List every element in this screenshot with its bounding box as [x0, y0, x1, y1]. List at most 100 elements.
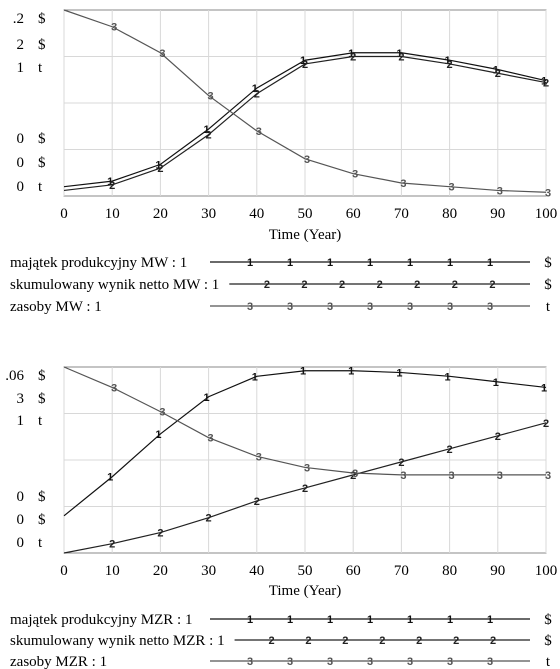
legend-label: skumulowany wynik netto MZR : 1 [10, 633, 225, 649]
series-point-marker: 1 [155, 429, 161, 441]
series-point-marker: 2 [109, 180, 115, 192]
legend-marker: 3 [487, 656, 493, 668]
legend-unit: $ [544, 277, 552, 293]
series-point-marker: 3 [111, 382, 117, 394]
series-point-marker: 3 [400, 470, 406, 482]
series-1: 1 1 1 1 1 1 1 1 1 1 [63, 366, 547, 517]
legend-item: majątek produkcyjny MZR : 1 1 1 1 1 1 1 1 $ [10, 612, 552, 628]
legend-marker: 2 [452, 279, 458, 291]
legend-marker: 3 [247, 301, 253, 313]
series-point-marker: 3 [497, 470, 503, 482]
series-point-marker: 3 [159, 407, 165, 419]
legend-marker: 2 [305, 635, 311, 647]
series-point-marker: 1 [107, 472, 113, 484]
x-tick-label: 20 [153, 206, 168, 222]
y-tick-label-bottom: 0 [17, 179, 25, 195]
legend: majątek produkcyjny MZR : 1 1 1 1 1 1 1 1 $skumu… [10, 612, 552, 669]
series-point-marker: 2 [254, 89, 260, 101]
y-tick-label-bottom: 0 [17, 131, 25, 147]
legend-item: skumulowany wynik netto MW : 1 2 2 2 2 2 2 2 $ [10, 277, 552, 293]
series-point-marker: 2 [398, 457, 404, 469]
y-axis-unit: $ [38, 131, 46, 147]
legend-marker: 1 [407, 614, 413, 626]
series-point-marker: 2 [543, 418, 549, 430]
y-axis-unit: $ [38, 489, 46, 505]
series-line [63, 52, 547, 188]
y-tick-label-bottom: 0 [17, 489, 25, 505]
series-point-marker: 1 [107, 176, 113, 188]
y-tick-label-top: 1 [17, 413, 25, 429]
x-tick-label: 50 [298, 206, 313, 222]
series-point-marker: 1 [300, 366, 306, 378]
legend-label: majątek produkcyjny MZR : 1 [10, 612, 192, 628]
series-2: 2 2 2 2 2 2 2 2 2 2 [63, 52, 549, 192]
legend-marker: 3 [327, 656, 333, 668]
series-line [63, 422, 547, 554]
legend-unit: $ [544, 633, 552, 649]
x-tick-label: 10 [105, 206, 120, 222]
x-tick-label: 70 [394, 206, 409, 222]
legend-marker: 1 [327, 614, 333, 626]
legend-marker: 2 [490, 635, 496, 647]
x-tick-label: 60 [346, 563, 361, 579]
y-axis-unit: t [38, 535, 43, 551]
x-tick-label: 30 [201, 563, 216, 579]
legend-marker: 3 [327, 301, 333, 313]
series-point-marker: 1 [445, 371, 451, 383]
legend: majątek produkcyjny MW : 1 1 1 1 1 1 1 1 $skumul… [10, 255, 552, 315]
x-axis-title: Time (Year) [269, 583, 342, 599]
legend-marker: 2 [489, 279, 495, 291]
series-point-marker: 1 [300, 55, 306, 67]
series-point-marker: 3 [497, 185, 503, 197]
legend-marker: 3 [487, 301, 493, 313]
series-point-marker: 2 [350, 470, 356, 482]
y-axis-unit: $ [38, 512, 46, 528]
x-tick-label: 80 [442, 206, 457, 222]
series-point-marker: 3 [449, 470, 455, 482]
x-tick-label: 70 [394, 563, 409, 579]
series-point-marker: 3 [400, 178, 406, 190]
series-point-marker: 1 [204, 392, 210, 404]
series-point-marker: 1 [348, 48, 354, 60]
series-point-marker: 2 [302, 59, 308, 71]
series-point-marker: 2 [254, 496, 260, 508]
series-point-marker: 3 [304, 154, 310, 166]
series-point-marker: 3 [449, 182, 455, 194]
y-tick-label-top: .06 [5, 368, 24, 384]
legend-item: zasoby MZR : 1 3 3 3 3 3 3 3 t [10, 654, 551, 669]
series-point-marker: 3 [545, 470, 551, 482]
legend-marker: 3 [407, 301, 413, 313]
legend-marker: 1 [407, 257, 413, 269]
legend-marker: 2 [339, 279, 345, 291]
x-axis-ticks: 0 10 20 30 40 50 60 70 80 90 100 [60, 206, 557, 222]
x-tick-label: 100 [535, 563, 558, 579]
series-point-marker: 2 [302, 483, 308, 495]
series-3: 3 3 3 3 3 3 3 3 3 3 [63, 9, 551, 199]
series-line [63, 9, 547, 193]
series-line [63, 370, 547, 517]
y-axis-unit: $ [38, 37, 46, 53]
legend-marker: 1 [487, 257, 493, 269]
y-axis-unit: t [38, 413, 43, 429]
legend-unit: t [546, 299, 551, 315]
series-point-marker: 2 [398, 52, 404, 64]
series-point-marker: 2 [206, 130, 212, 142]
legend-marker: 3 [287, 301, 293, 313]
series-point-marker: 1 [252, 371, 258, 383]
series-point-marker: 2 [206, 513, 212, 525]
x-tick-label: 40 [249, 563, 264, 579]
series-point-marker: 1 [204, 124, 210, 136]
gridlines [63, 10, 547, 196]
x-tick-label: 0 [60, 563, 68, 579]
legend-unit: $ [544, 612, 552, 628]
legend-unit: $ [544, 255, 552, 271]
legend-marker: 1 [367, 614, 373, 626]
series-point-marker: 3 [256, 126, 262, 138]
series-point-marker: 2 [447, 444, 453, 456]
legend-marker: 1 [367, 257, 373, 269]
x-tick-label: 0 [60, 206, 68, 222]
series-point-marker: 3 [159, 48, 165, 60]
x-tick-label: 20 [153, 563, 168, 579]
y-tick-label-top: 2 [17, 37, 25, 53]
